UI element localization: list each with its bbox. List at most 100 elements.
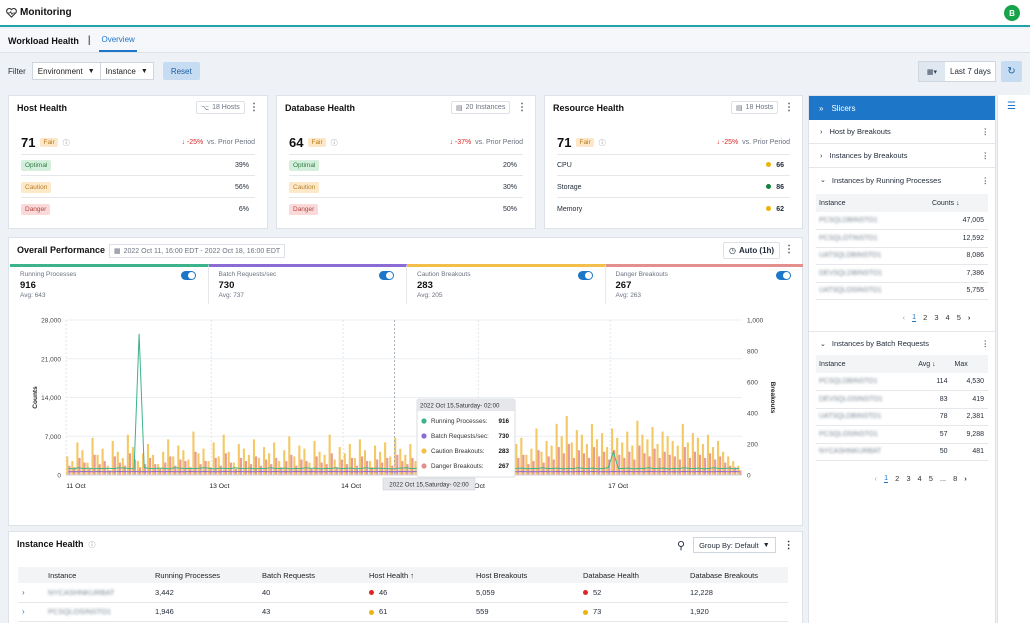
expand-row-icon[interactable]: › xyxy=(22,587,25,597)
refresh-button[interactable]: ↻ xyxy=(1001,61,1022,82)
group-by-select[interactable]: Group By: Default ▼ xyxy=(693,537,776,553)
expand-row-icon[interactable]: › xyxy=(22,607,25,616)
danger-bar xyxy=(224,453,227,475)
tooltip-header xyxy=(417,399,515,411)
environment-select[interactable]: Environment ▼ xyxy=(31,62,101,80)
page-link[interactable]: 4 xyxy=(917,473,922,483)
table-row[interactable]: PCSQLOSINSTO1 57 9,288 xyxy=(816,425,988,444)
prev-page-icon[interactable]: ‹ xyxy=(902,312,906,322)
table-row[interactable]: UATSQLOSINSTO1 5,755 xyxy=(816,282,988,300)
app-logo[interactable]: Monitoring xyxy=(6,7,72,18)
danger-bar xyxy=(355,465,359,475)
more-icon[interactable]: ⋮ xyxy=(981,175,990,185)
auto-interval-button[interactable]: ◷ Auto (1h) xyxy=(723,242,781,259)
tab-overview[interactable]: Overview xyxy=(99,29,137,52)
page-link[interactable]: 2 xyxy=(923,312,928,322)
table-row[interactable]: PCSQLDBINSTO1 47,005 xyxy=(816,212,988,230)
page-link[interactable]: 8 xyxy=(953,473,958,483)
slicer-group-batch-requests[interactable]: ⌄ Instances by Batch Requests ⋮ xyxy=(809,331,995,355)
more-icon[interactable]: ⋮ xyxy=(981,151,990,160)
avg-cell: 78 xyxy=(915,408,952,426)
table-row[interactable]: UATSQLDBINSTO1 8,086 xyxy=(816,247,988,265)
column-header-instance[interactable]: Instance xyxy=(44,567,151,583)
info-icon[interactable]: ⓘ xyxy=(598,139,606,147)
batch-requests-toggle[interactable] xyxy=(379,271,394,280)
resource-hosts-badge[interactable]: ▤ 18 Hosts xyxy=(731,101,779,114)
page-link[interactable]: 2 xyxy=(895,473,900,483)
instance-select[interactable]: Instance ▼ xyxy=(100,62,154,80)
page-link[interactable]: 3 xyxy=(906,473,911,483)
slicers-header[interactable]: » Slicers xyxy=(809,96,995,120)
user-avatar[interactable]: B xyxy=(1004,5,1020,21)
table-row[interactable]: DEVSQLOSINSTO1 83 419 xyxy=(816,390,988,409)
caution-bar xyxy=(202,448,205,475)
database-health-title: Database Health xyxy=(285,103,356,113)
danger-bar xyxy=(209,467,212,475)
performance-chart[interactable]: 28,000 21,000 14,000 7,000 0 1,000 800 600 400 20… xyxy=(9,308,804,498)
resource-row-memory: Memory 62 xyxy=(557,201,784,217)
column-header-running-processes[interactable]: Running Processes xyxy=(151,567,258,583)
page-link[interactable]: 4 xyxy=(945,312,950,322)
page-link[interactable]: 5 xyxy=(956,312,961,322)
caution-breakouts-toggle[interactable] xyxy=(577,271,593,280)
caution-bar xyxy=(252,439,256,475)
column-header-database-breakouts[interactable]: Database Breakouts xyxy=(686,567,788,583)
danger-bar xyxy=(149,457,152,475)
info-icon[interactable]: ⓘ xyxy=(88,542,96,549)
instances-badge[interactable]: ▤ 20 Instances xyxy=(451,101,511,114)
table-row[interactable]: PCSQLOTINSTO1 12,592 xyxy=(816,229,988,248)
table-row[interactable]: PCSQLDBINSTO1 114 4,530 xyxy=(816,373,988,391)
column-header-database-health[interactable]: Database Health xyxy=(579,567,686,583)
page-link[interactable]: 1 xyxy=(912,312,917,322)
info-icon[interactable]: ⓘ xyxy=(330,139,338,147)
caution-bar xyxy=(283,450,286,475)
page-link[interactable]: 1 xyxy=(884,473,889,483)
search-icon[interactable]: ⚲ xyxy=(677,539,686,552)
danger-breakouts-toggle[interactable] xyxy=(776,271,791,280)
more-icon[interactable]: ⋮ xyxy=(784,244,794,255)
column-header-host-breakouts[interactable]: Host Breakouts xyxy=(472,567,579,583)
column-header-instance[interactable]: Instance xyxy=(816,194,929,212)
column-header-instance[interactable]: Instance xyxy=(816,355,916,373)
more-icon[interactable]: ⋮ xyxy=(249,102,259,113)
slicer-group-host-breakouts[interactable]: › Host by Breakouts ⋮ xyxy=(809,120,995,144)
more-icon[interactable]: ⋮ xyxy=(784,102,794,113)
table-row[interactable]: NYCASHNKURBAT 50 481 xyxy=(816,443,988,461)
caution-bar xyxy=(333,459,336,475)
info-icon[interactable]: ⓘ xyxy=(62,139,70,147)
column-header-max[interactable]: Max xyxy=(951,355,988,373)
more-icon[interactable]: ⋮ xyxy=(981,339,990,348)
page-link[interactable]: 3 xyxy=(934,312,939,322)
danger-bar xyxy=(603,451,606,475)
slicer-group-instance-breakouts[interactable]: › Instances by Breakouts ⋮ xyxy=(809,144,995,168)
more-icon[interactable]: ⋮ xyxy=(517,102,527,113)
table-row[interactable]: › NYCASHNKURBAT 3,442 40 46 5,059 52 12,… xyxy=(18,583,788,603)
more-icon[interactable]: ⋮ xyxy=(981,127,990,136)
double-chevron-right-icon[interactable]: » xyxy=(819,103,824,113)
instance-name[interactable]: PCSQLOSINSTO1 xyxy=(44,602,151,622)
prev-page-icon[interactable]: ‹ xyxy=(874,473,878,483)
reset-button[interactable]: Reset xyxy=(162,62,200,80)
danger-bar xyxy=(68,465,71,475)
caution-bar xyxy=(298,445,301,475)
instance-name[interactable]: NYCASHNKURBAT xyxy=(44,583,151,603)
table-row[interactable]: DEVSQLDBINSTO1 7,386 xyxy=(816,264,988,283)
running-processes-toggle[interactable] xyxy=(180,271,196,280)
next-page-icon[interactable]: › xyxy=(967,312,971,322)
page-link[interactable]: 5 xyxy=(928,473,933,483)
filter-settings-icon[interactable]: ☰ xyxy=(1007,101,1016,112)
table-row[interactable]: › PCSQLOSINSTO1 1,946 43 61 559 73 1,920 xyxy=(18,602,788,622)
caution-bar xyxy=(167,439,170,475)
host-row-caution: Caution 56% xyxy=(21,179,249,195)
column-header-avg[interactable]: Avg ↓ xyxy=(915,355,952,373)
column-header-host-health[interactable]: Host Health ↑ xyxy=(365,567,472,583)
column-header-counts[interactable]: Counts ↓ xyxy=(928,194,988,212)
danger-bar xyxy=(315,456,318,475)
next-page-icon[interactable]: › xyxy=(964,473,967,483)
hosts-badge[interactable]: ⌥ 18 Hosts xyxy=(196,101,245,114)
date-range-picker[interactable]: ▦▾ Last 7 days xyxy=(918,61,996,82)
slicer-group-running-processes[interactable]: ⌄ Instances by Running Processes ⋮ xyxy=(809,168,995,192)
more-icon[interactable]: ⋮ xyxy=(783,539,794,551)
column-header-batch-requests[interactable]: Batch Requests xyxy=(258,567,365,583)
table-row[interactable]: UATSQLDBINSTO1 78 2,381 xyxy=(816,408,988,426)
